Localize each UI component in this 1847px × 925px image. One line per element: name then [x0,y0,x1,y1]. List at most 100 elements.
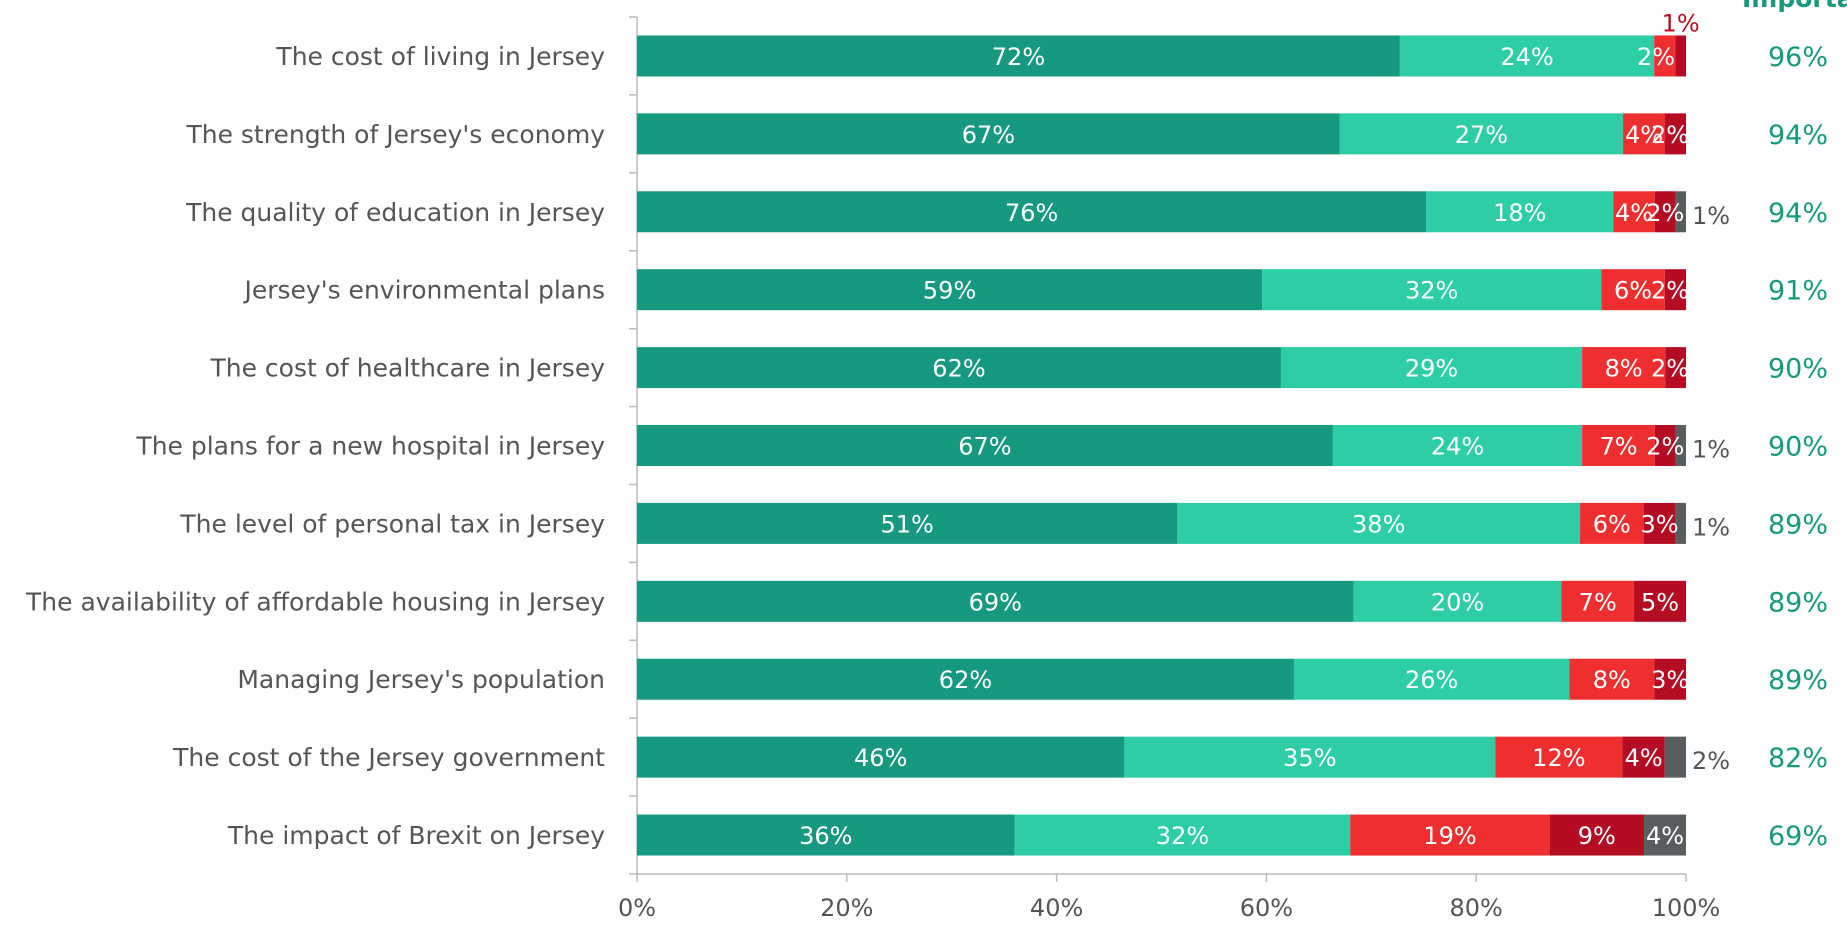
chart-axes: 0% 20% 40% 60% 80% 100% [618,16,1721,922]
bar-segment [1613,191,1655,233]
bar-segment [1643,502,1676,544]
bar-segment [637,580,1354,622]
data-label: 2% [1646,433,1684,461]
data-label: 1% [1692,436,1730,464]
x-tick-label: 100% [1652,894,1721,922]
bar-segment [1664,736,1686,778]
data-label: 62% [932,355,985,383]
bar-segment [1177,502,1581,544]
bar-segment [1675,35,1686,77]
x-tick-label: 60% [1240,894,1293,922]
important-total-label: 90% [1768,354,1828,385]
data-label: 51% [881,510,934,538]
bar-segment [1623,113,1666,155]
data-label: 2% [1651,355,1689,383]
bar-segment [1293,658,1570,700]
bar-segment [1399,35,1655,77]
data-label: 1% [1692,202,1730,230]
data-label: 29% [1405,355,1458,383]
data-label: 4% [1625,744,1663,772]
bar-segment [637,347,1281,389]
data-label: 62% [939,666,992,694]
important-total-label: 89% [1768,509,1828,540]
bar-segment [1339,113,1624,155]
bar-segment [1654,191,1676,233]
category-label: Jersey's environmental plans [242,276,605,305]
important-total-label: 91% [1768,276,1828,307]
data-label: 2% [1651,277,1689,305]
category-label: The quality of education in Jersey [185,198,605,227]
data-label: 7% [1599,433,1637,461]
bar-segment [1622,736,1665,778]
data-label: 46% [854,744,907,772]
category-label: The plans for a new hospital in Jersey [135,432,605,461]
category-label: The cost of the Jersey government [172,743,605,772]
x-tick-label: 40% [1030,894,1083,922]
data-label: 18% [1493,199,1546,227]
important-total-label: 89% [1768,665,1828,696]
data-label: 1% [1692,513,1730,541]
chart-bars [637,35,1686,856]
bar-segment [1014,814,1351,856]
important-total-label: 94% [1768,198,1828,229]
data-label: 35% [1283,744,1336,772]
bar-segment [1350,814,1550,856]
data-label: 67% [958,433,1011,461]
data-label: 6% [1614,277,1652,305]
bar-segment [1654,425,1676,466]
bar-segment [1582,347,1666,389]
data-label: 26% [1405,666,1458,694]
bar-segment [637,425,1333,466]
data-label: 4% [1646,822,1684,850]
bar-segment [637,658,1294,700]
category-label: The impact of Brexit on Jersey [227,821,605,850]
bar-segment [1644,814,1686,856]
bar-segment [1262,269,1602,311]
data-label: 24% [1431,433,1484,461]
data-label: 7% [1579,588,1617,616]
bar-segment [1675,191,1686,233]
bar-segment [1654,658,1686,700]
data-label: 2% [1646,199,1684,227]
bar-segment [1353,580,1562,622]
data-label: 36% [799,822,852,850]
category-label: Managing Jersey's population [237,665,605,694]
bar-segment [1675,425,1686,466]
data-label: 4% [1615,199,1653,227]
data-label: 67% [962,121,1015,149]
bar-segment [1280,347,1583,389]
important-total-label: 94% [1768,120,1828,151]
data-label: 69% [969,588,1022,616]
bar-segment [637,736,1125,778]
data-label: 9% [1578,822,1616,850]
data-label: 32% [1405,277,1458,305]
bar-segment [637,113,1340,155]
bar-segment [637,35,1400,77]
bar-segment [1332,425,1583,466]
data-label: 6% [1593,510,1631,538]
important-total-label: 90% [1768,432,1828,463]
bar-segment [1634,580,1686,622]
data-label: 4% [1625,121,1663,149]
data-label: 8% [1605,355,1643,383]
data-label: 20% [1431,588,1484,616]
data-label: 32% [1156,822,1209,850]
important-column-header: Importa [1742,0,1847,13]
data-label: 1% [1662,9,1700,37]
data-label: 2% [1692,747,1730,775]
bar-segment [1580,502,1644,544]
data-label: 8% [1593,666,1631,694]
bar-segment [1561,580,1635,622]
category-label: The cost of healthcare in Jersey [209,354,605,383]
category-label: The level of personal tax in Jersey [179,509,605,538]
x-tick-label: 0% [618,894,656,922]
bar-segment [637,814,1015,856]
important-total-label: 82% [1768,743,1828,774]
bar-segment [1569,658,1655,700]
data-label: 19% [1423,822,1476,850]
bar-segment [637,191,1427,233]
data-label: 3% [1651,666,1689,694]
data-label: 24% [1500,43,1553,71]
bar-segment [1664,269,1686,311]
